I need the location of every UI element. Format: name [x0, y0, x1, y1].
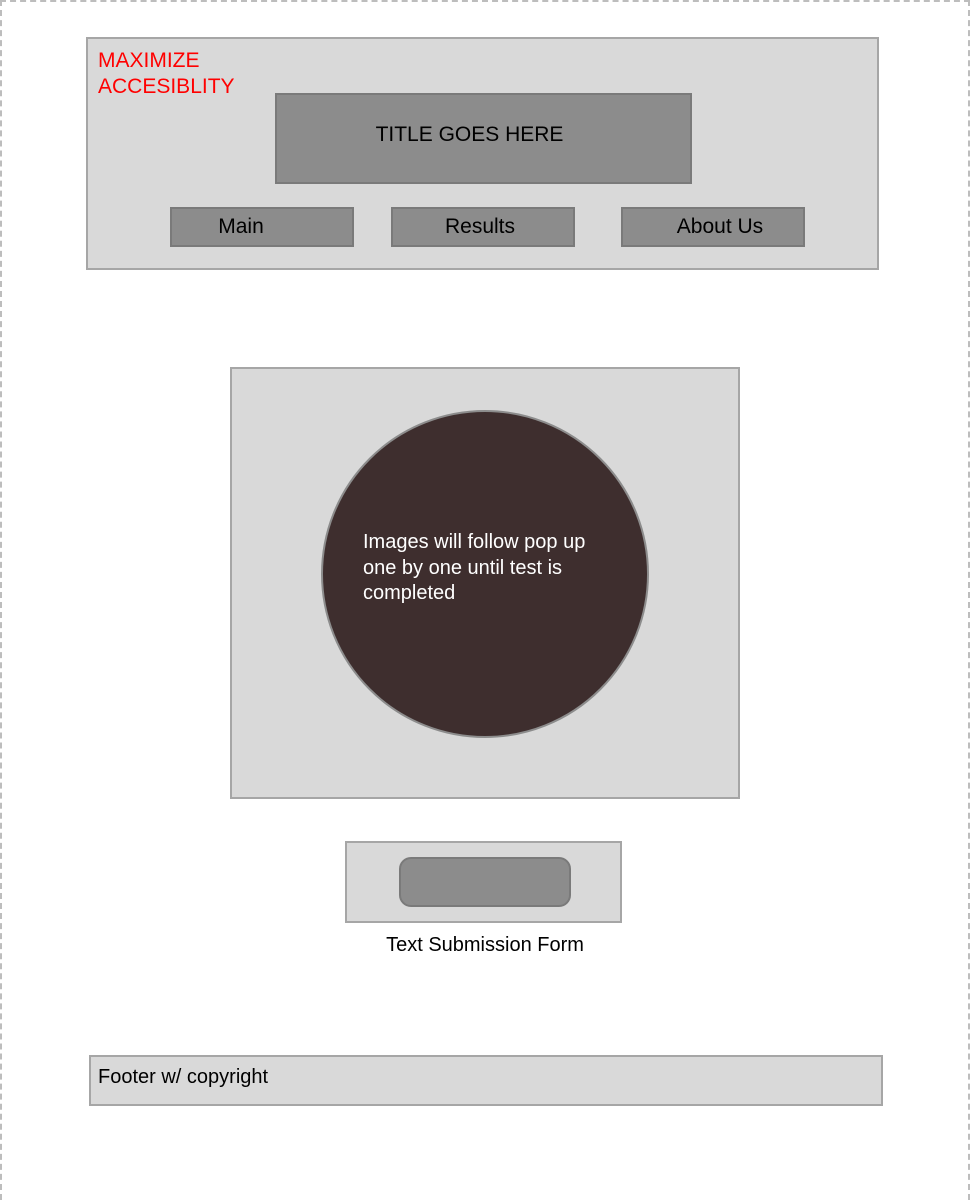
submit-button[interactable]	[399, 857, 571, 907]
image-placeholder-circle	[321, 410, 649, 738]
page-title: TITLE GOES HERE	[375, 122, 564, 146]
nav-main-button[interactable]: Main	[170, 207, 354, 247]
form-caption: Text Submission Form	[386, 934, 584, 956]
nav-results-button[interactable]: Results	[391, 207, 575, 247]
image-placeholder-text: Images will follow pop up one by one unt…	[363, 531, 586, 604]
nav-main-label: Main	[218, 215, 264, 238]
nav-results-label: Results	[444, 215, 516, 238]
brand-label: MAXIMIZE ACCESIBLITY	[98, 49, 235, 98]
nav-about-us-label: About Us	[676, 215, 764, 238]
nav-about-us-button[interactable]: About Us	[621, 207, 805, 247]
footer-text: Footer w/ copyright	[98, 1066, 269, 1088]
footer	[89, 1055, 883, 1106]
title-box: TITLE GOES HERE	[275, 93, 692, 184]
